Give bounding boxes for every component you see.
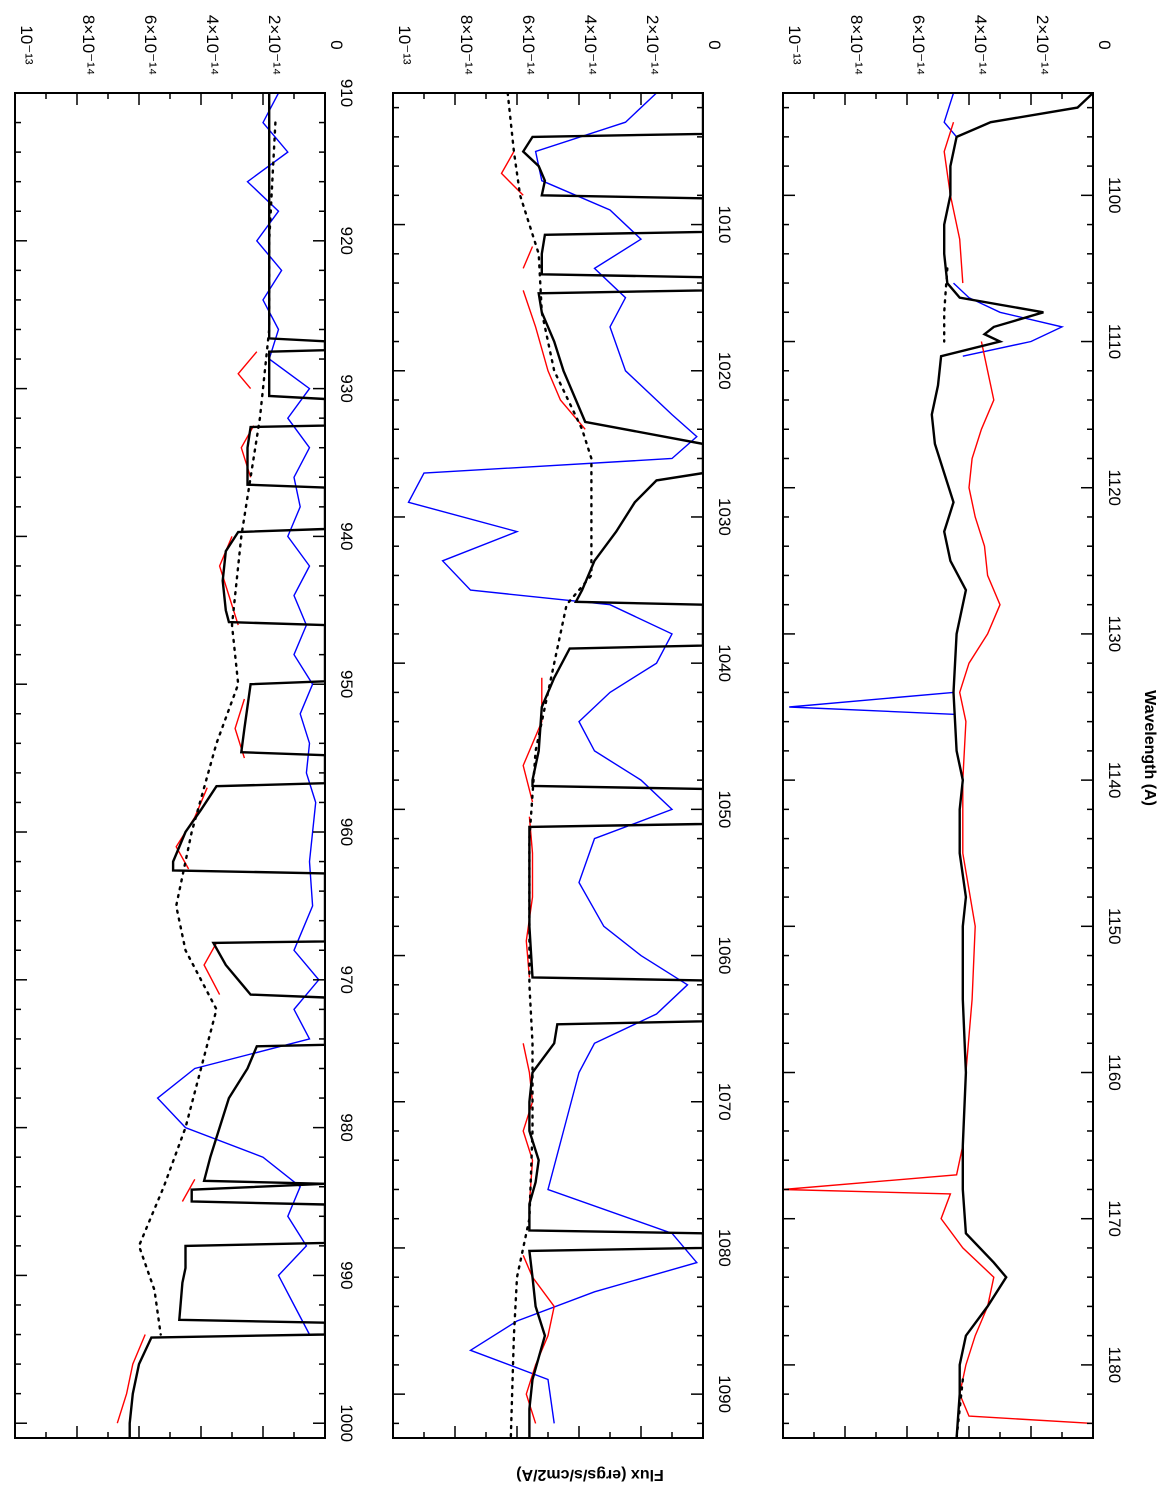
y-tick-label: 10⁻¹³ [785,25,804,65]
series-red-segment [203,942,221,995]
x-tick-label: 1180 [1105,1347,1124,1384]
series-blue-segment [943,93,958,138]
y-tick-label: 2×10⁻¹⁴ [1033,15,1052,75]
x-tick-label: 970 [337,966,356,994]
series-red-segment [237,351,258,390]
y-tick-label: 8×10⁻¹⁴ [847,15,866,75]
x-tick-label: 1130 [1105,616,1124,653]
series-continuum-segment [943,267,949,343]
y-tick-label: 8×10⁻¹⁴ [79,15,98,75]
y-tick-label: 6×10⁻¹⁴ [519,15,538,75]
y-tick-label: 6×10⁻¹⁴ [909,15,928,75]
x-tick-label: 990 [337,1261,356,1289]
x-tick-label: 1160 [1105,1054,1124,1091]
series-blue-segment [789,691,954,715]
x-tick-label: 960 [337,818,356,846]
series-red-segment [525,816,534,978]
x-tick-label: 1040 [715,644,734,682]
series-red-segment [783,341,1093,1438]
x-tick-label: 920 [337,227,356,255]
series-red-segment [522,290,586,430]
y-tick-label: 10⁻¹³ [395,25,414,65]
x-tick-label: 1060 [715,937,734,975]
x-tick-label: 1100 [1105,177,1124,214]
x-tick-label: 1000 [337,1404,356,1442]
y-tick-label: 8×10⁻¹⁴ [457,15,476,75]
x-tick-label: 910 [337,79,356,107]
series-red-segment [500,151,524,196]
y-tick-label: 6×10⁻¹⁴ [141,15,160,75]
panel-2: 1010 1020 1030 1040 1050 1060 1070 1080 1090 0 2×1… [392,15,734,1439]
y-axis-label: Flux (ergs/s/cm2/A) [516,1466,664,1483]
x-tick-label: 980 [337,1113,356,1141]
x-tick-label: 940 [337,522,356,550]
panel-3: 1100 1110 1120 1130 1140 1150 1160 1170 1180 0 2×1… [782,15,1124,1439]
x-tick-label: 1010 [715,206,734,244]
x-tick-label: 1120 [1105,469,1124,506]
series-continuum-segment [506,93,593,1438]
x-tick-label: 1050 [715,790,734,828]
y-tick-label: 4×10⁻¹⁴ [581,15,600,75]
x-tick-label: 1090 [715,1375,734,1413]
y-tick-label: 10⁻¹³ [17,25,36,65]
x-tick-label: 1020 [715,352,734,390]
y-tick-label: 0 [327,40,346,49]
y-tick-label: 4×10⁻¹⁴ [971,15,990,75]
x-tick-label: 1080 [715,1229,734,1267]
x-tick-label: 1110 [1105,324,1124,359]
series-blue-segment [953,282,1065,357]
x-tick-label: 1070 [715,1083,734,1121]
series-red-segment [522,246,534,269]
x-tick-label: 930 [337,374,356,402]
y-tick-label: 2×10⁻¹⁴ [643,15,662,75]
series-red-segment [522,677,543,803]
x-tick-label: 950 [337,670,356,698]
x-tick-label: 1170 [1105,1200,1124,1237]
series-continuum-segment [137,121,277,1336]
x-axis-label: Wavelength (A) [1141,690,1158,806]
x-tick-label: 1030 [715,498,734,536]
series-model-segment [128,93,325,1438]
y-tick-label: 2×10⁻¹⁴ [265,15,284,75]
series-red-segment [181,1178,196,1202]
panel-1: 910 920 930 940 950 960 970 980 990 1000 0 2×10⁻¹⁴ 4… [14,15,356,1442]
series-blue-segment [407,93,699,1424]
series-red-segment [116,1334,146,1424]
y-tick-label: 0 [705,40,724,49]
panels-group: 910 920 930 940 950 960 970 980 990 1000 0 2×10⁻¹⁴ 4… [14,15,1124,1442]
x-tick-label: 1150 [1105,908,1124,945]
x-tick-label: 1140 [1105,762,1124,799]
series-model-segment [930,93,1093,1438]
series-model-segment [521,93,703,1438]
y-tick-label: 4×10⁻¹⁴ [203,15,222,75]
y-tick-label: 0 [1095,40,1114,49]
